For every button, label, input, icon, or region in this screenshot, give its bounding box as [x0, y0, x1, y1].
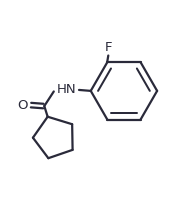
Text: HN: HN — [56, 83, 76, 97]
Text: O: O — [17, 99, 28, 112]
Text: F: F — [104, 42, 112, 54]
